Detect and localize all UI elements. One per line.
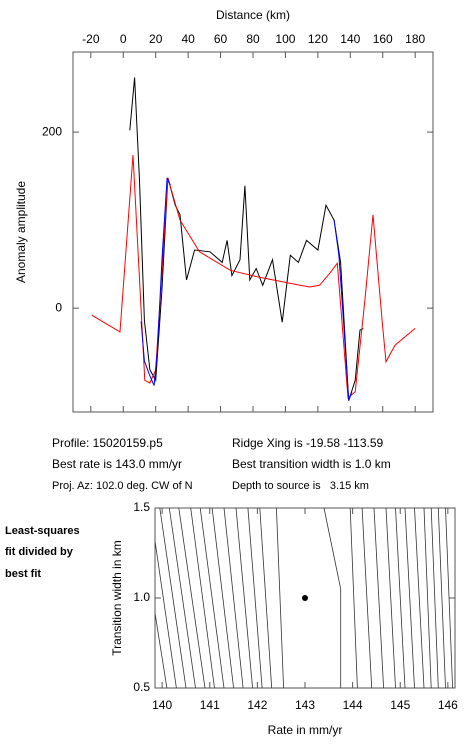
x-tick-label: 120 bbox=[308, 32, 328, 46]
contour-line bbox=[361, 508, 373, 688]
x-axis-label: Distance (km) bbox=[216, 8, 290, 22]
contour-line bbox=[259, 508, 273, 688]
x-tick-label: 145 bbox=[390, 698, 410, 712]
y-axis-label: Transition width in km bbox=[110, 540, 124, 656]
info: Profile: 15020159.p5 bbox=[52, 436, 163, 450]
x-tick-label: 60 bbox=[214, 32, 228, 46]
contour-line bbox=[190, 508, 215, 688]
contour-line bbox=[235, 508, 253, 688]
x-tick-label: 180 bbox=[405, 32, 425, 46]
y-tick-label: 1.5 bbox=[133, 500, 150, 514]
best-fit-point bbox=[302, 595, 308, 601]
contour-line bbox=[349, 508, 358, 688]
y-tick-label: 0.5 bbox=[133, 680, 150, 694]
contour-line bbox=[395, 508, 406, 688]
contour-line bbox=[414, 508, 425, 688]
info: Best rate is 143.0 mm/yr bbox=[52, 457, 182, 471]
contour-line bbox=[437, 508, 446, 688]
x-tick-label: 143 bbox=[295, 698, 315, 712]
x-tick-label: 160 bbox=[373, 32, 393, 46]
contour-line bbox=[159, 508, 187, 688]
x-tick-label: 20 bbox=[149, 32, 163, 46]
data-line bbox=[140, 177, 353, 401]
contour-line bbox=[155, 538, 177, 688]
x-tick-label: 140 bbox=[152, 698, 172, 712]
contour-line bbox=[247, 508, 263, 688]
contour-line bbox=[423, 508, 432, 688]
x-tick-label: 142 bbox=[247, 698, 267, 712]
y-tick-label: 0 bbox=[55, 300, 62, 314]
contour-line bbox=[211, 508, 234, 688]
info: Best transition width is 1.0 km bbox=[232, 457, 391, 471]
contour-line bbox=[323, 508, 342, 688]
y-tick-label: 1.0 bbox=[133, 590, 150, 604]
info: Proj. Az: 102.0 deg. CW of N bbox=[52, 480, 193, 492]
contour-line bbox=[155, 610, 168, 688]
x-tick-label: 141 bbox=[200, 698, 220, 712]
y-tick-label: 200 bbox=[42, 124, 62, 138]
side-note: Least-squares bbox=[5, 525, 80, 537]
x-tick-label: -20 bbox=[82, 32, 100, 46]
x-tick-label: 0 bbox=[120, 32, 127, 46]
info: Depth to source is 3.15 km bbox=[232, 480, 369, 492]
x-tick-label: 80 bbox=[246, 32, 260, 46]
x-tick-label: 146 bbox=[438, 698, 458, 712]
contour-line bbox=[385, 508, 396, 688]
contour-line bbox=[430, 508, 439, 688]
data-line bbox=[129, 77, 364, 401]
contour-line bbox=[168, 508, 196, 688]
contour-line bbox=[404, 508, 415, 688]
contour-line bbox=[445, 508, 453, 688]
x-tick-label: 140 bbox=[340, 32, 360, 46]
side-note: fit divided by bbox=[5, 546, 74, 558]
contour-line bbox=[373, 508, 384, 688]
x-tick-label: 40 bbox=[181, 32, 195, 46]
contour-line bbox=[199, 508, 225, 688]
x-axis-label: Rate in mm/yr bbox=[268, 723, 343, 737]
x-tick-label: 144 bbox=[343, 698, 363, 712]
side-note: best fit bbox=[5, 568, 41, 580]
info: Ridge Xing is -19.58 -113.59 bbox=[232, 436, 384, 450]
contour-line bbox=[223, 508, 244, 688]
data-line bbox=[91, 154, 416, 399]
x-tick-label: 100 bbox=[275, 32, 295, 46]
contour-line bbox=[276, 508, 284, 688]
y-axis-label: Anomaly amplitude bbox=[14, 181, 28, 283]
contour-line bbox=[178, 508, 206, 688]
